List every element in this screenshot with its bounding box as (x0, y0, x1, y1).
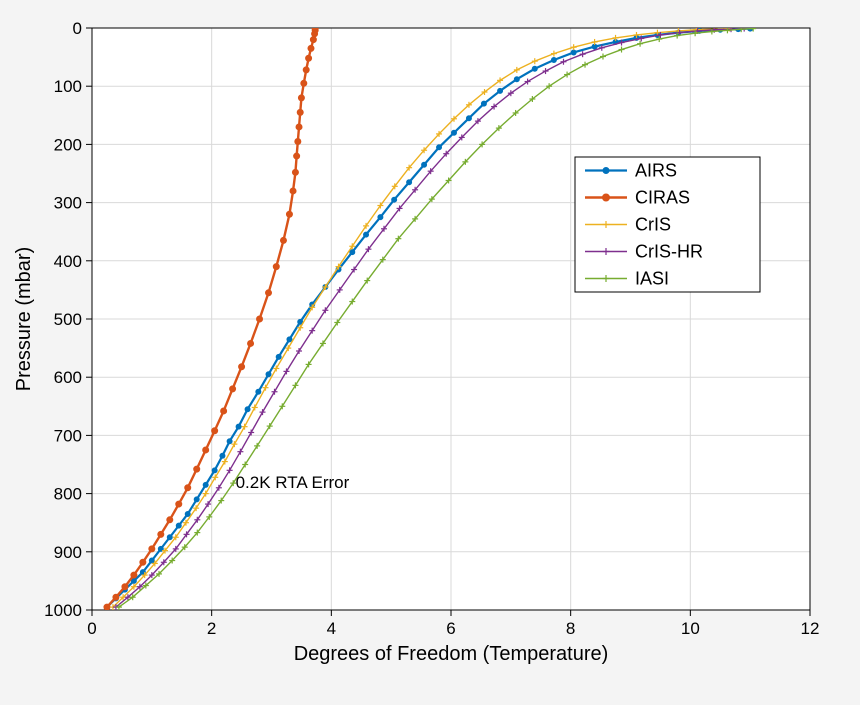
y-tick-label: 700 (54, 426, 82, 445)
x-tick-label: 10 (681, 619, 700, 638)
y-tick-label: 1000 (44, 601, 82, 620)
y-tick-label: 0 (73, 19, 82, 38)
dof-vs-pressure-chart: 0 2 4 6 8 10 12 0 100 200 300 400 500 600 700 800 900 100… (0, 0, 860, 705)
y-tick-label: 600 (54, 368, 82, 387)
y-tick-label: 300 (54, 194, 82, 213)
legend-label: CrIS (635, 215, 671, 235)
legend-label: AIRS (635, 161, 677, 181)
x-tick-label: 4 (327, 619, 336, 638)
y-tick-label: 900 (54, 543, 82, 562)
y-tick-label: 100 (54, 77, 82, 96)
legend-label: CIRAS (635, 188, 690, 208)
legend-label: CrIS-HR (635, 242, 703, 262)
x-tick-label: 0 (87, 619, 96, 638)
x-axis-label: Degrees of Freedom (Temperature) (294, 643, 609, 665)
y-axis-label: Pressure (mbar) (13, 247, 35, 391)
x-tick-label: 8 (566, 619, 575, 638)
x-tick-label: 12 (801, 619, 820, 638)
y-tick-label: 800 (54, 485, 82, 504)
x-tick-label: 6 (446, 619, 455, 638)
y-tick-label: 500 (54, 310, 82, 329)
y-tick-label: 200 (54, 135, 82, 154)
legend-label: IASI (635, 269, 669, 289)
annotation-rta-error: 0.2K RTA Error (236, 473, 350, 492)
y-tick-label: 400 (54, 252, 82, 271)
x-tick-label: 2 (207, 619, 216, 638)
